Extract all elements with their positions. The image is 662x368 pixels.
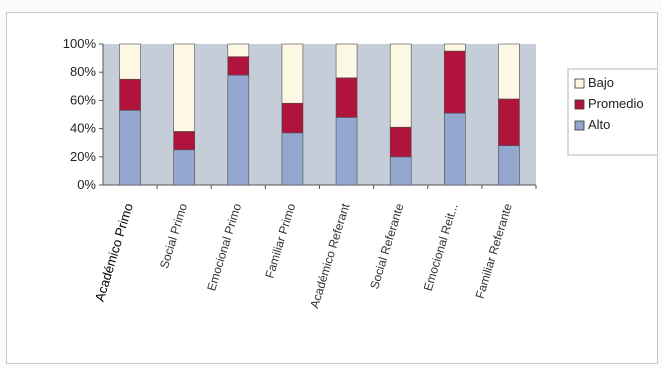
legend-label: Promedio bbox=[588, 96, 644, 111]
y-tick-label: 40% bbox=[70, 121, 96, 136]
bar-bajo bbox=[498, 43, 520, 100]
legend-swatch bbox=[574, 99, 585, 110]
plot-area bbox=[103, 44, 536, 185]
category-label: Familiar Referante bbox=[473, 201, 515, 300]
bar-alto bbox=[498, 145, 520, 186]
category-label: Social Referante bbox=[367, 201, 406, 290]
bar-promedio bbox=[389, 126, 412, 158]
bar-promedio bbox=[498, 98, 520, 146]
bar-alto bbox=[227, 74, 250, 186]
bar-bajo bbox=[281, 43, 304, 104]
bar-promedio bbox=[173, 131, 195, 151]
y-tick-label: 20% bbox=[70, 149, 96, 164]
bar-alto bbox=[119, 109, 141, 186]
category-label: Familiar Primo bbox=[262, 201, 298, 279]
category-label: Emocional Primo bbox=[204, 201, 244, 292]
category-label: Emocional Reit... bbox=[421, 202, 461, 293]
legend-label: Alto bbox=[588, 117, 610, 132]
bar-promedio bbox=[444, 50, 466, 114]
bar-bajo bbox=[119, 43, 141, 80]
bar-promedio bbox=[227, 56, 250, 76]
bar-bajo bbox=[227, 43, 250, 57]
y-tick-label: 60% bbox=[70, 92, 96, 107]
bar-alto bbox=[281, 132, 304, 186]
bar-bajo bbox=[389, 43, 412, 128]
bar-bajo bbox=[173, 43, 195, 132]
y-tick-label: 80% bbox=[70, 64, 96, 79]
bar-alto bbox=[389, 156, 412, 186]
bar-alto bbox=[444, 112, 466, 186]
bar-promedio bbox=[119, 78, 141, 111]
legend-swatch bbox=[574, 78, 585, 89]
bar-alto bbox=[335, 117, 358, 186]
y-tick-label: 0% bbox=[77, 177, 96, 192]
bar-bajo bbox=[335, 43, 358, 79]
category-label: Académico Primo bbox=[92, 201, 136, 303]
stacked-bar-chart: 0% 20% 40% 60% 80% 100% Académico Primo Social … bbox=[63, 36, 657, 310]
bar-promedio bbox=[281, 102, 304, 134]
y-tick-label: 100% bbox=[63, 36, 97, 51]
category-label: Académico Referant bbox=[307, 201, 352, 310]
category-label: Social Primo bbox=[157, 201, 190, 270]
chart-frame: 0% 20% 40% 60% 80% 100% Académico Primo Social … bbox=[6, 12, 658, 364]
legend-swatch bbox=[574, 120, 585, 131]
bar-bajo bbox=[444, 43, 466, 52]
bar-alto bbox=[173, 149, 195, 186]
legend-label: Bajo bbox=[588, 75, 614, 90]
bar-promedio bbox=[335, 77, 358, 118]
